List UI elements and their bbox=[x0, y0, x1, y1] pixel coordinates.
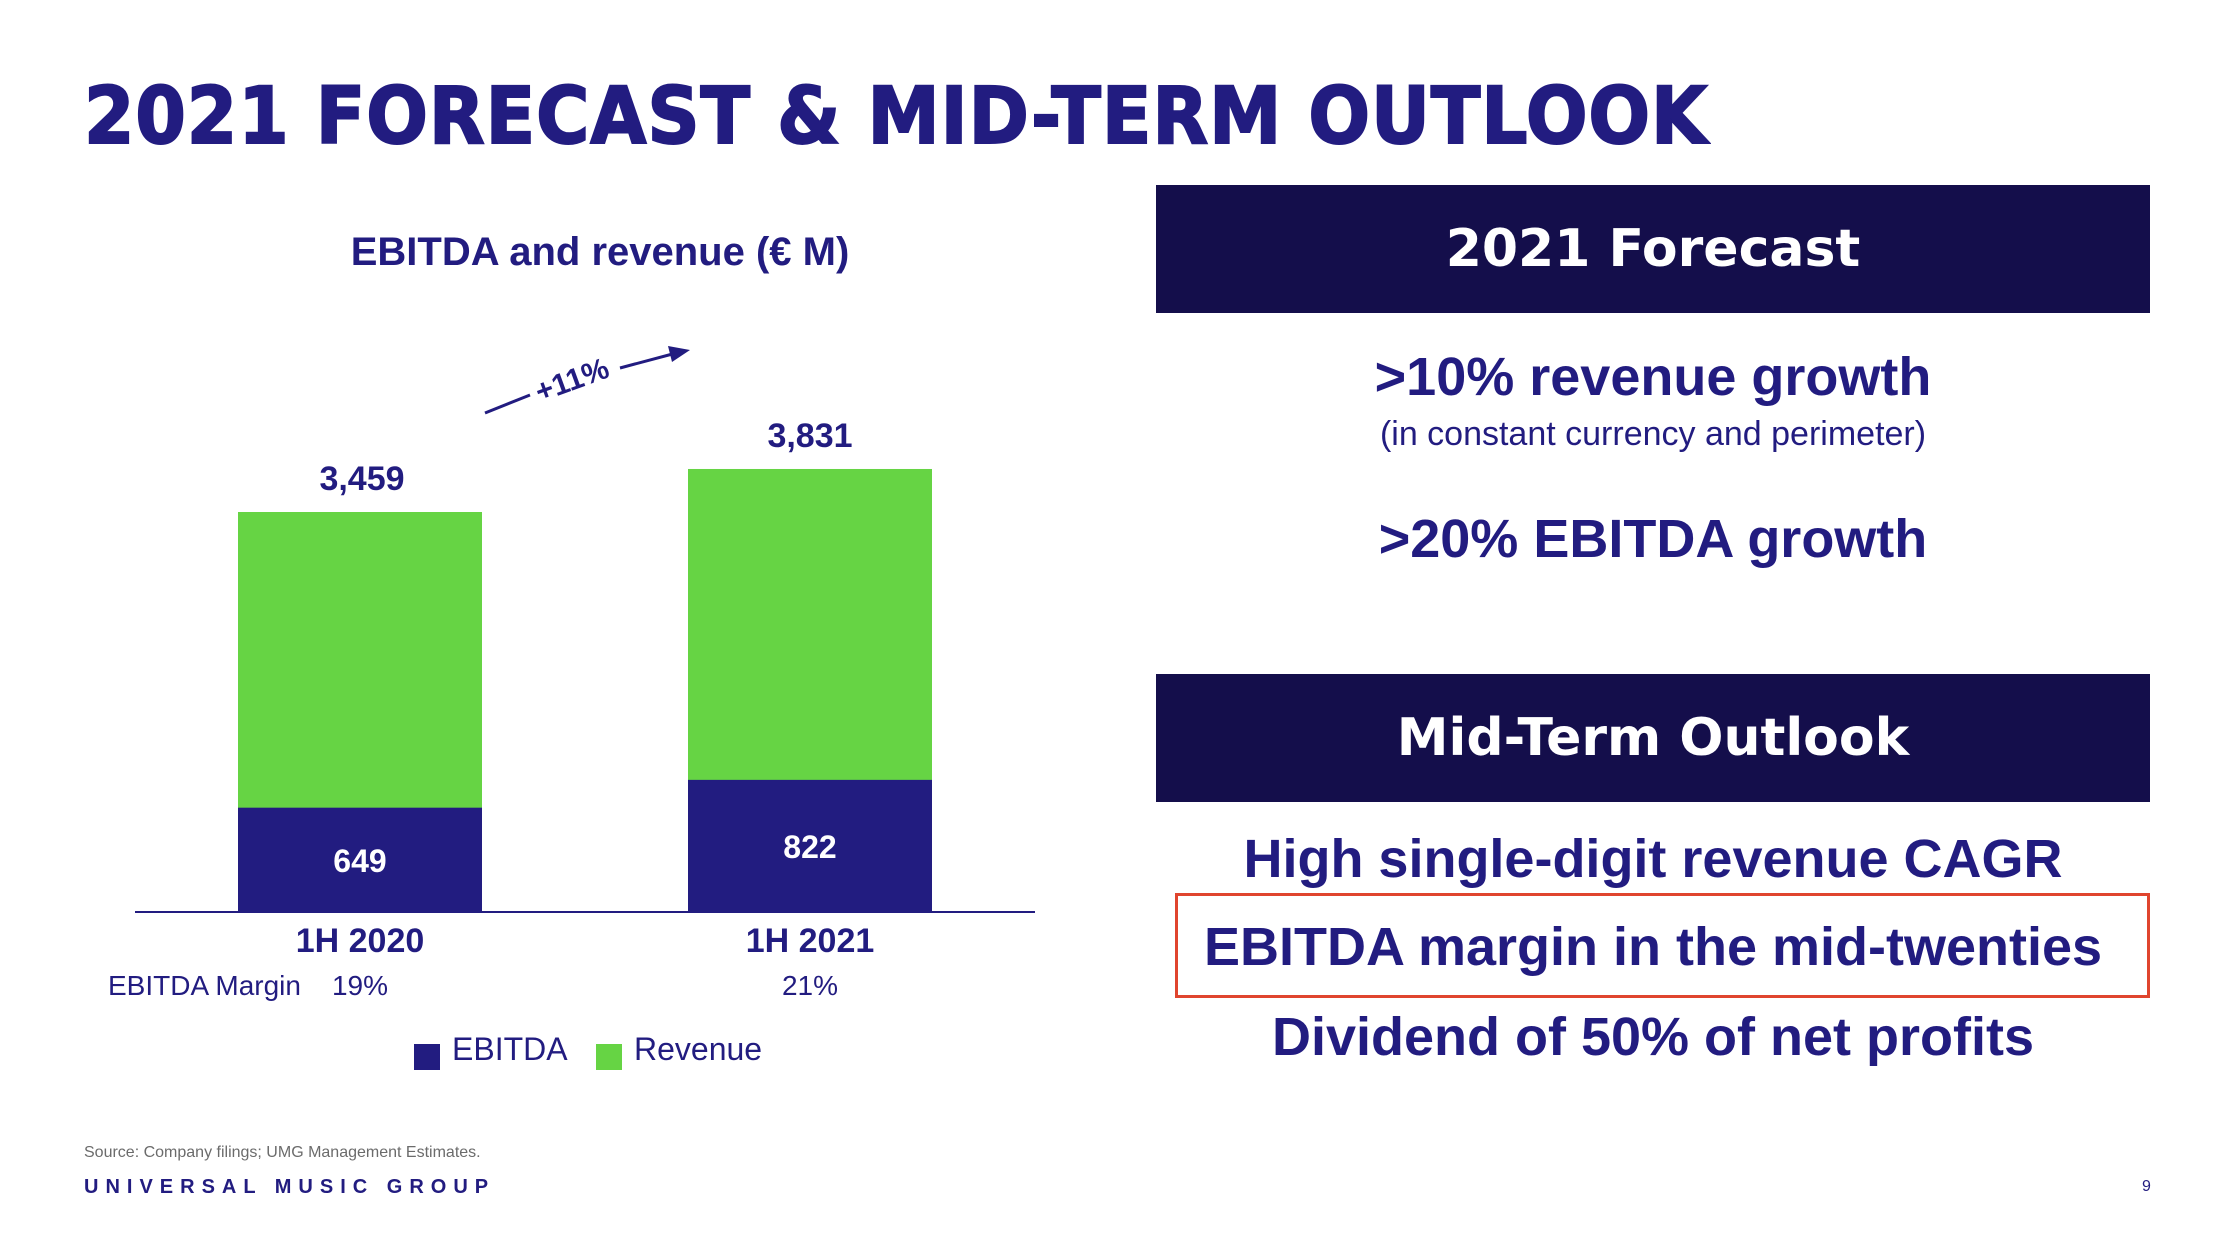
outlook-dividend: Dividend of 50% of net profits bbox=[1271, 1007, 2035, 1067]
forecast-header: 2021 Forecast bbox=[1156, 185, 2150, 313]
growth-label: +11% bbox=[531, 352, 614, 409]
margin-value: 19% bbox=[332, 970, 388, 1001]
ebitda-value-label: 649 bbox=[333, 843, 386, 879]
chart-title: EBITDA and revenue (€ M) bbox=[350, 230, 850, 274]
margin-value: 21% bbox=[782, 970, 838, 1001]
forecast-ebitda-growth: >20% EBITDA growth bbox=[1378, 509, 1928, 569]
ebitda-bar bbox=[238, 807, 482, 912]
growth-arrow-line bbox=[619, 350, 681, 370]
forecast-revenue-growth: >10% revenue growth bbox=[1374, 347, 1932, 407]
outlook-ebitda-margin: EBITDA margin in the mid-twenties bbox=[1203, 917, 2103, 977]
brand-logo: UNIVERSAL MUSIC GROUP bbox=[84, 1176, 496, 1198]
x-tick-label: 1H 2020 bbox=[296, 922, 425, 960]
revenue-value-label: 3,459 bbox=[319, 460, 404, 498]
outlook-revenue-cagr: High single-digit revenue CAGR bbox=[1243, 829, 2063, 889]
legend-label: Revenue bbox=[634, 1031, 762, 1067]
x-tick-label: 1H 2021 bbox=[746, 922, 875, 960]
ebitda-value-label: 822 bbox=[783, 829, 836, 865]
margin-label: EBITDA Margin bbox=[108, 970, 301, 1001]
growth-arrow-tail bbox=[484, 393, 531, 415]
page-number: 9 bbox=[2142, 1178, 2151, 1195]
slide-title: 2021 FORECAST & MID-TERM OUTLOOK bbox=[83, 71, 1709, 163]
outlook-header: Mid-Term Outlook bbox=[1156, 674, 2150, 802]
bar-chart: 649 3,459 1H 2020 19% 822 3,831 1H 2021 21% EBIT… bbox=[108, 346, 1035, 1070]
legend-label: EBITDA bbox=[452, 1031, 568, 1067]
growth-arrow-head bbox=[668, 346, 690, 362]
legend-swatch bbox=[414, 1044, 440, 1070]
forecast-revenue-note: (in constant currency and perimeter) bbox=[1379, 415, 1927, 453]
revenue-value-label: 3,831 bbox=[767, 417, 852, 455]
legend-swatch bbox=[596, 1044, 622, 1070]
highlight-box bbox=[1175, 893, 2150, 998]
ebitda-bar bbox=[688, 779, 932, 912]
source-note: Source: Company filings; UMG Management … bbox=[84, 1144, 481, 1161]
